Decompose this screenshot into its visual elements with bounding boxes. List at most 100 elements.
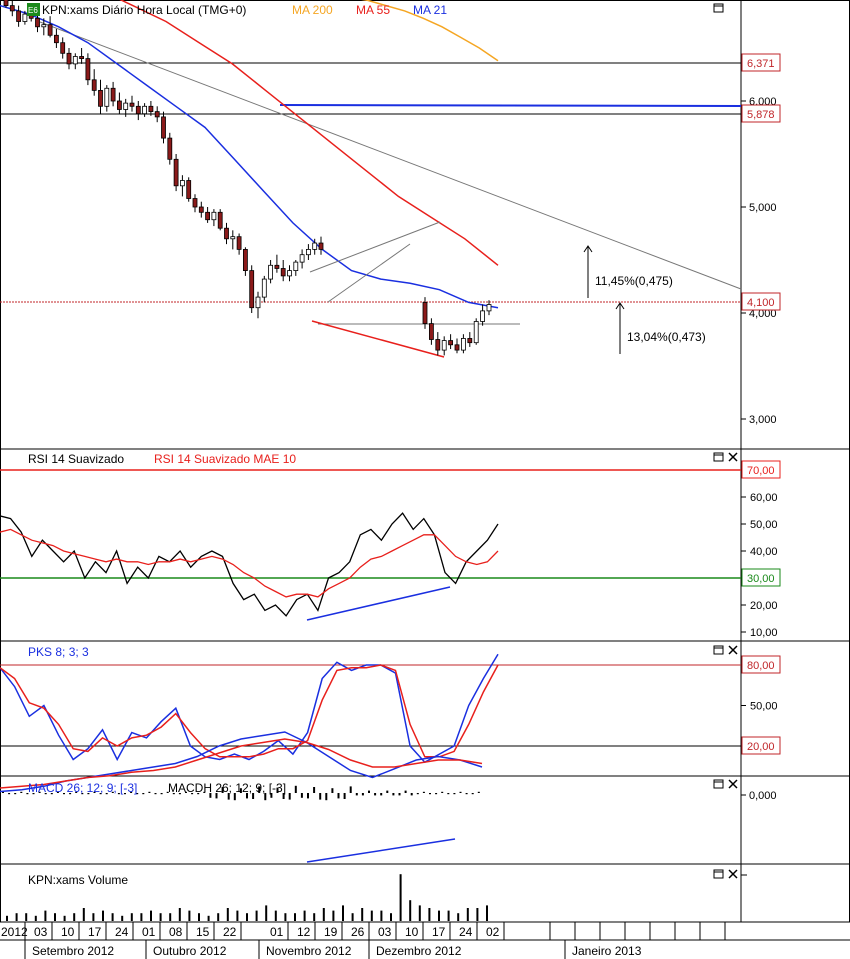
- rsi-level-label: 70,00: [747, 465, 775, 477]
- candle: [173, 154, 179, 192]
- candle: [217, 209, 223, 231]
- volume-bar: [159, 913, 162, 921]
- downtrend-line: [39, 21, 742, 290]
- rsi-level-label: 30,00: [747, 573, 775, 585]
- volume-bar: [438, 910, 440, 921]
- pks-title[interactable]: PKS 8; 3; 3: [28, 645, 89, 659]
- candle: [486, 300, 492, 316]
- time-tick-label: 08: [169, 925, 183, 939]
- candle: [135, 101, 141, 121]
- time-tick-label: 24: [459, 925, 473, 939]
- month-label: Dezembro 2012: [376, 944, 462, 958]
- candle: [129, 95, 135, 112]
- volume-bar: [140, 913, 143, 921]
- volume-bar: [246, 913, 248, 921]
- candle: [117, 92, 122, 114]
- pks-tick-label: 50,00: [750, 701, 778, 713]
- candle: [422, 297, 428, 329]
- volume-bar: [150, 910, 152, 921]
- candle: [435, 332, 441, 356]
- pks-k-line: [0, 653, 499, 764]
- volume-bar: [294, 913, 296, 921]
- candle: [16, 5, 22, 27]
- candle: [104, 85, 110, 112]
- resistance-line: [279, 104, 742, 107]
- candle: [154, 106, 160, 123]
- candle: [179, 175, 185, 197]
- volume-bar: [44, 910, 47, 921]
- level-label: 5,878: [747, 109, 775, 121]
- pks-level-label: 20,00: [747, 741, 775, 753]
- candle: [473, 318, 479, 345]
- rsi-mae-line: [0, 528, 499, 598]
- time-tick-label: 17: [432, 925, 446, 939]
- channel-upper: [309, 221, 441, 273]
- volume-bar: [25, 913, 28, 921]
- candle: [268, 260, 274, 284]
- volume-bar: [447, 910, 450, 921]
- volume-bar: [15, 913, 18, 921]
- volume-bar: [457, 913, 460, 921]
- volume-bar: [6, 915, 8, 921]
- candle: [299, 249, 305, 269]
- ma21-legend[interactable]: MA 21: [413, 3, 447, 17]
- maximize-icon: [713, 779, 724, 789]
- time-tick-label: 01: [270, 925, 284, 939]
- volume-bar: [361, 908, 364, 921]
- volume-bar: [73, 913, 76, 921]
- ma200-legend[interactable]: MA 200: [292, 3, 333, 17]
- candle: [467, 332, 473, 347]
- level-label-box: [741, 568, 781, 587]
- ma55-legend[interactable]: MA 55: [356, 3, 390, 17]
- candle: [192, 194, 198, 213]
- volume-bar: [303, 910, 306, 921]
- ma55-line: [119, 0, 499, 266]
- candle: [428, 318, 434, 345]
- level-label: 4,100: [747, 297, 775, 309]
- volume-bar: [121, 915, 124, 921]
- price-tick-label: 3,000: [749, 414, 777, 426]
- volume-bar: [236, 910, 239, 921]
- rsi-title[interactable]: RSI 14 Suavizado: [28, 452, 124, 466]
- price-tick-label: 4,000: [749, 308, 777, 320]
- candle: [66, 48, 72, 70]
- maximize-icon: [713, 3, 724, 13]
- candle: [305, 244, 311, 260]
- maximize-icon: [713, 452, 724, 462]
- time-tick-label: 26: [351, 925, 365, 939]
- macd-divergence: [306, 838, 456, 863]
- volume-bar: [102, 910, 104, 921]
- candle: [274, 254, 280, 273]
- macdh-title[interactable]: MACDH 26; 12; 9; [-3]: [168, 781, 286, 795]
- month-label: Outubro 2012: [153, 944, 227, 958]
- rsi-mae-title[interactable]: RSI 14 Suavizado MAE 10: [154, 452, 296, 466]
- volume-bar: [111, 913, 114, 921]
- support-line: [311, 320, 445, 358]
- volume-bar: [399, 874, 402, 921]
- volume-bar: [322, 908, 325, 921]
- macd-title[interactable]: MACD 26; 12; 9; [-3]: [28, 781, 137, 795]
- candle: [85, 53, 91, 86]
- candle: [9, 0, 15, 17]
- time-tick-label: 03: [378, 925, 392, 939]
- candle: [110, 81, 116, 107]
- volume-bar: [476, 908, 479, 921]
- pks-panel: 80,00 50,00 20,00: [0, 653, 781, 764]
- maximize-icon: [713, 645, 724, 655]
- volume-title: KPN:xams Volume: [28, 873, 128, 887]
- volume-bar: [169, 913, 172, 921]
- rsi-tick-label: 10,00: [750, 627, 778, 639]
- volume-bar: [54, 913, 56, 921]
- candle: [41, 18, 47, 36]
- candle: [72, 53, 78, 70]
- close-icon: [728, 779, 738, 789]
- candle: [480, 304, 486, 326]
- candle: [230, 230, 236, 250]
- candle: [54, 28, 59, 48]
- candle: [198, 201, 204, 218]
- time-tick-label: 10: [405, 925, 419, 939]
- annotation-up: 11,45%(0,475): [595, 274, 673, 288]
- panel-titles: KPN:xams Diário Hora Local (TMG+0) MA 20…: [28, 3, 447, 887]
- time-tick-label: 02: [486, 925, 500, 939]
